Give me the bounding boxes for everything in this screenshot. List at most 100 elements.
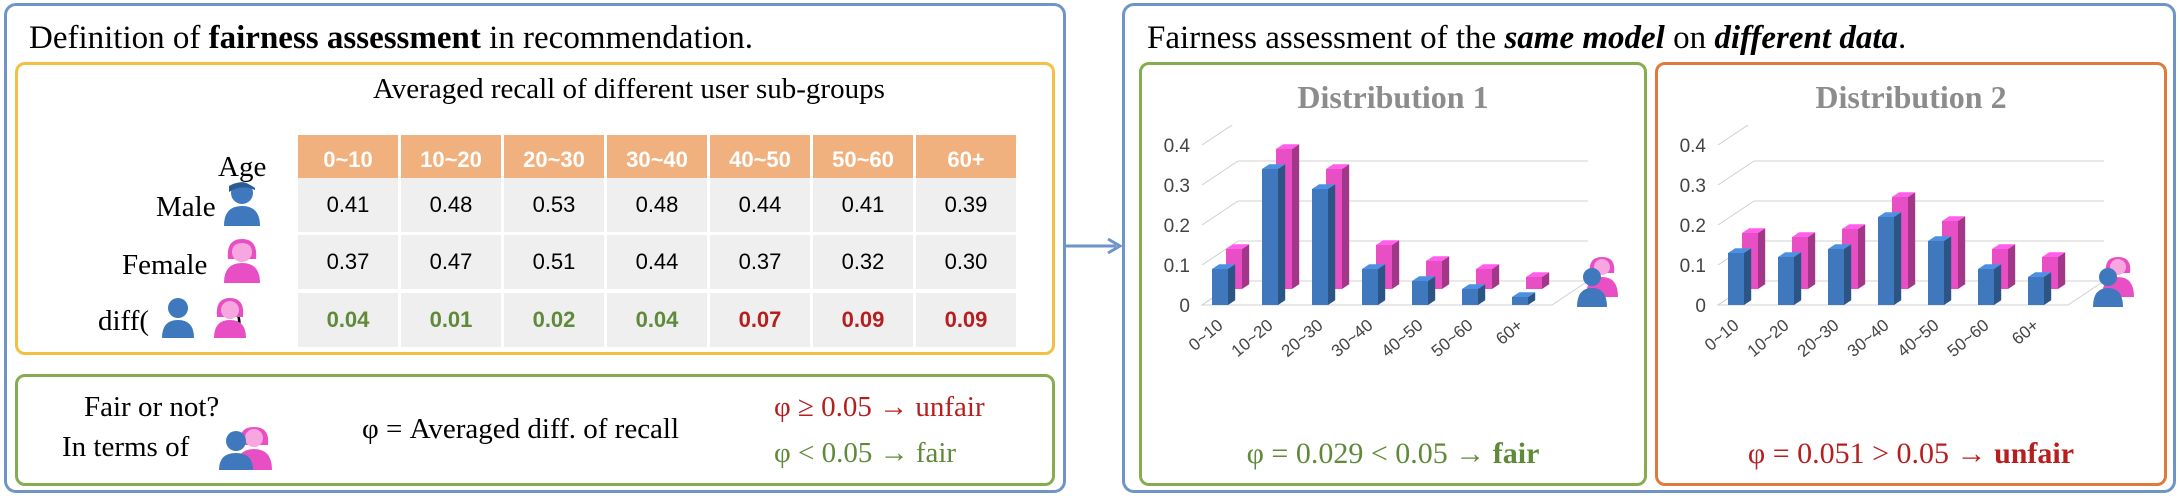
distribution-2-result: φ = 0.051 > 0.05 → unfair [1747,437,2075,470]
male-bar [1362,264,1386,305]
table-caption: Averaged recall of different user sub-gr… [373,73,885,105]
age-column-header: 50~60 [813,135,913,185]
x-tick-label: 60+ [1492,315,1526,348]
recall-cell: 0.47 [401,235,501,289]
distribution-1-result: φ = 0.029 < 0.05 → fair [1246,437,1540,470]
diff-cell: 0.01 [401,293,501,347]
age-header-label: Age [218,151,267,183]
diff-row-label: diff(,) [98,305,242,337]
x-tick-label: 20~30 [1278,316,1327,361]
male-row-label: Male [156,191,216,223]
right-panel-title: Fairness assessment of the same model on… [1147,20,1907,56]
recall-cell: 0.53 [504,178,604,232]
age-column-header: 60+ [916,135,1016,185]
y-tick-label: 0.1 [1680,256,1706,277]
fairness-definition-panel: Definition of fairness assessment in rec… [4,3,1066,493]
male-bar [1312,184,1336,305]
connector-arrow [1066,237,1123,255]
unfair-rule: φ ≥ 0.05 → unfair [774,391,985,423]
recall-cell: 0.48 [607,178,707,232]
diff-cell: 0.02 [504,293,604,347]
distribution-2-box: Distribution 2 0 0.1 0.2 0.3 0.4 0~10 10~20 20~… [1655,62,2167,486]
female-bar [1476,264,1500,289]
recall-table-box: Averaged recall of different user sub-gr… [15,62,1055,355]
grid-line [1717,160,1755,186]
recall-cell: 0.37 [710,235,810,289]
male-bar [1778,252,1802,305]
male-bar [2028,272,2052,305]
grid-line [1717,200,1755,226]
age-column-header: 30~40 [607,135,707,185]
grid-line [1201,200,1239,226]
y-tick-label: 0.4 [1164,136,1191,157]
distribution-2-title: Distribution 2 [1815,79,2007,115]
male-user-icon [224,182,260,226]
diff-cell: 0.09 [916,293,1016,347]
recall-cell: 0.51 [504,235,604,289]
age-column-header: 10~20 [401,135,501,185]
x-tick-label: 60+ [2008,315,2042,348]
male-bar [1878,212,1902,305]
x-tick-label: 40~50 [1378,316,1427,361]
male-bar [1928,236,1952,305]
diff-cell: 0.04 [298,293,398,347]
x-tick-label: 40~50 [1894,316,1943,361]
recall-cell: 0.41 [813,178,913,232]
grid-line [1717,125,1749,146]
recall-cell: 0.48 [401,178,501,232]
female-row-label: Female [122,249,208,281]
male-female-pair-icon [1577,257,1618,307]
y-tick-label: 0.1 [1164,256,1190,277]
x-tick-label: 30~40 [1328,316,1377,361]
recall-cell: 0.37 [298,235,398,289]
fair-question: Fair or not? [84,391,220,423]
male-bar [1462,284,1486,305]
recall-cell: 0.30 [916,235,1016,289]
male-female-pair-icon [2093,257,2134,307]
y-tick-label: 0 [1179,296,1190,317]
x-tick-label: 30~40 [1844,316,1893,361]
recall-cell: 0.41 [298,178,398,232]
male-bar [1212,264,1236,305]
diff-female-icon [214,298,246,338]
y-tick-label: 0.4 [1680,136,1707,157]
age-column-header: 40~50 [710,135,810,185]
male-bar [1978,264,2002,305]
in-terms-of-label: In terms of [62,431,190,463]
x-tick-label: 10~20 [1228,316,1277,361]
distribution-1-title: Distribution 1 [1297,79,1489,115]
male-bar [1828,244,1852,305]
male-bar [1728,248,1752,305]
distribution-2-chart: 0 0.1 0.2 0.3 0.4 0~10 10~20 20~30 30~40 40~50 50~… [1680,125,2134,361]
male-bar [1262,164,1286,305]
y-tick-label: 0 [1695,296,1706,317]
recall-cell: 0.44 [607,235,707,289]
female-user-icon [224,239,260,283]
x-tick-label: 10~20 [1744,316,1793,361]
male-bar [1512,292,1536,305]
x-tick-label: 0~10 [1701,316,1743,355]
diff-male-icon [162,298,194,338]
y-tick-label: 0.3 [1164,176,1190,197]
x-tick-label: 0~10 [1185,316,1227,355]
fair-rule: φ < 0.05 → fair [774,437,957,469]
age-column-header: 0~10 [298,135,398,185]
grid-line [1201,125,1233,146]
distribution-1-box: Distribution 1 0 0.1 0.2 0.3 0.4 0~10 10~20 20~… [1139,62,1647,486]
distribution-1-chart: 0 0.1 0.2 0.3 0.4 0~10 10~20 20~30 30~40 40~50 50~… [1164,125,1618,361]
diff-cell: 0.07 [710,293,810,347]
recall-cell: 0.39 [916,178,1016,232]
diff-cell: 0.04 [607,293,707,347]
x-tick-label: 50~60 [1428,316,1477,361]
x-tick-label: 50~60 [1944,316,1993,361]
x-tick-label: 20~30 [1794,316,1843,361]
recall-cell: 0.32 [813,235,913,289]
male-female-pair-icon [219,427,272,470]
y-tick-label: 0.2 [1164,216,1190,237]
y-tick-label: 0.3 [1680,176,1706,197]
left-panel-title: Definition of fairness assessment in rec… [29,20,754,56]
recall-cell: 0.44 [710,178,810,232]
age-column-header: 20~30 [504,135,604,185]
y-tick-label: 0.2 [1680,216,1706,237]
diff-cell: 0.09 [813,293,913,347]
